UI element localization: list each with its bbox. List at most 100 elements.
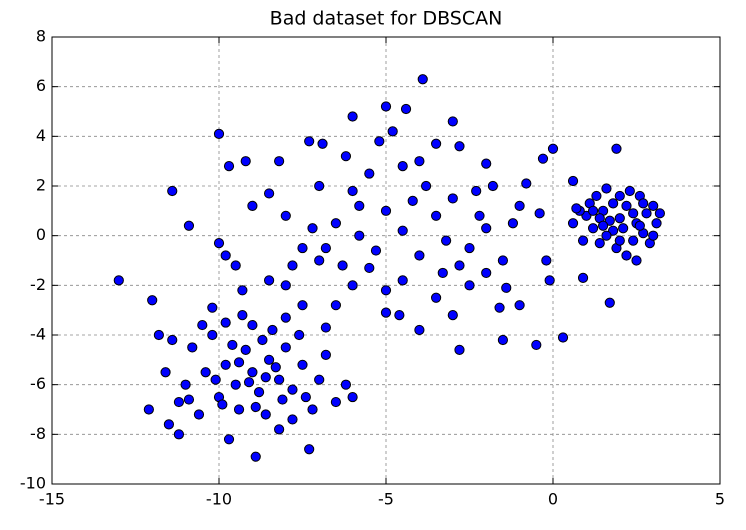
point — [521, 178, 532, 189]
point — [270, 362, 281, 373]
point — [320, 322, 331, 333]
point — [210, 374, 221, 385]
point — [183, 394, 195, 405]
point — [287, 384, 298, 395]
point — [280, 280, 291, 291]
point — [537, 153, 549, 164]
point — [417, 74, 428, 85]
point — [628, 235, 639, 246]
point — [277, 394, 288, 405]
point — [394, 310, 405, 321]
point — [260, 372, 271, 383]
point — [183, 220, 195, 231]
point — [481, 158, 492, 169]
point — [287, 260, 298, 271]
point — [431, 292, 442, 303]
point — [220, 250, 231, 261]
point — [454, 141, 465, 152]
point — [497, 255, 508, 266]
point — [577, 235, 589, 246]
point — [407, 195, 418, 206]
point — [143, 404, 154, 415]
point — [250, 401, 261, 413]
plot-frame — [51, 36, 721, 485]
point — [304, 136, 315, 147]
point — [233, 357, 245, 368]
point — [153, 329, 164, 341]
point — [567, 218, 579, 229]
point — [544, 275, 555, 286]
point — [591, 190, 602, 202]
point — [287, 414, 298, 425]
point — [414, 324, 425, 336]
point — [420, 180, 432, 192]
point — [304, 444, 315, 455]
point — [294, 329, 305, 341]
point — [380, 307, 392, 318]
point — [220, 317, 231, 328]
point — [621, 250, 632, 261]
point — [180, 379, 191, 390]
point — [397, 275, 408, 286]
point — [454, 344, 465, 355]
point — [213, 128, 225, 139]
point — [217, 399, 228, 410]
point — [471, 185, 482, 197]
point — [247, 319, 258, 331]
point — [250, 451, 261, 462]
point — [577, 272, 589, 283]
point — [364, 262, 375, 274]
point — [173, 429, 185, 440]
point — [347, 391, 358, 403]
x-tick-label: -15 — [39, 490, 65, 509]
point — [207, 302, 218, 313]
point — [247, 200, 258, 211]
point — [534, 208, 545, 219]
point — [431, 138, 442, 149]
point — [447, 193, 458, 204]
y-tick-label: -8 — [30, 424, 46, 443]
point — [160, 367, 171, 378]
point — [614, 213, 625, 224]
point — [213, 238, 225, 249]
point — [280, 312, 291, 323]
point — [624, 185, 635, 197]
point — [614, 190, 625, 202]
point — [654, 208, 665, 219]
point — [447, 310, 458, 321]
point — [364, 168, 375, 179]
point — [414, 156, 425, 167]
x-tick-label: -5 — [378, 490, 394, 509]
point — [297, 242, 308, 254]
point — [618, 223, 629, 234]
point — [113, 275, 124, 286]
point — [601, 230, 612, 241]
point — [604, 297, 615, 308]
point — [614, 235, 625, 246]
y-tick-label: -2 — [30, 275, 46, 294]
point — [634, 220, 645, 231]
point — [374, 136, 385, 147]
point — [487, 180, 498, 192]
point — [264, 275, 275, 286]
y-tick-label: 0 — [36, 225, 46, 244]
point — [253, 387, 265, 398]
point — [514, 300, 525, 311]
point — [494, 302, 505, 313]
point — [237, 310, 248, 321]
y-tick-label: 8 — [36, 27, 46, 46]
point — [167, 185, 178, 197]
point — [621, 200, 632, 211]
point — [260, 409, 271, 420]
point — [547, 143, 559, 154]
point — [387, 126, 398, 137]
y-tick-label: 2 — [36, 176, 46, 195]
point — [481, 223, 492, 234]
point — [314, 374, 325, 385]
point — [380, 101, 392, 112]
point — [454, 260, 465, 271]
point — [280, 342, 291, 353]
point — [354, 200, 365, 211]
